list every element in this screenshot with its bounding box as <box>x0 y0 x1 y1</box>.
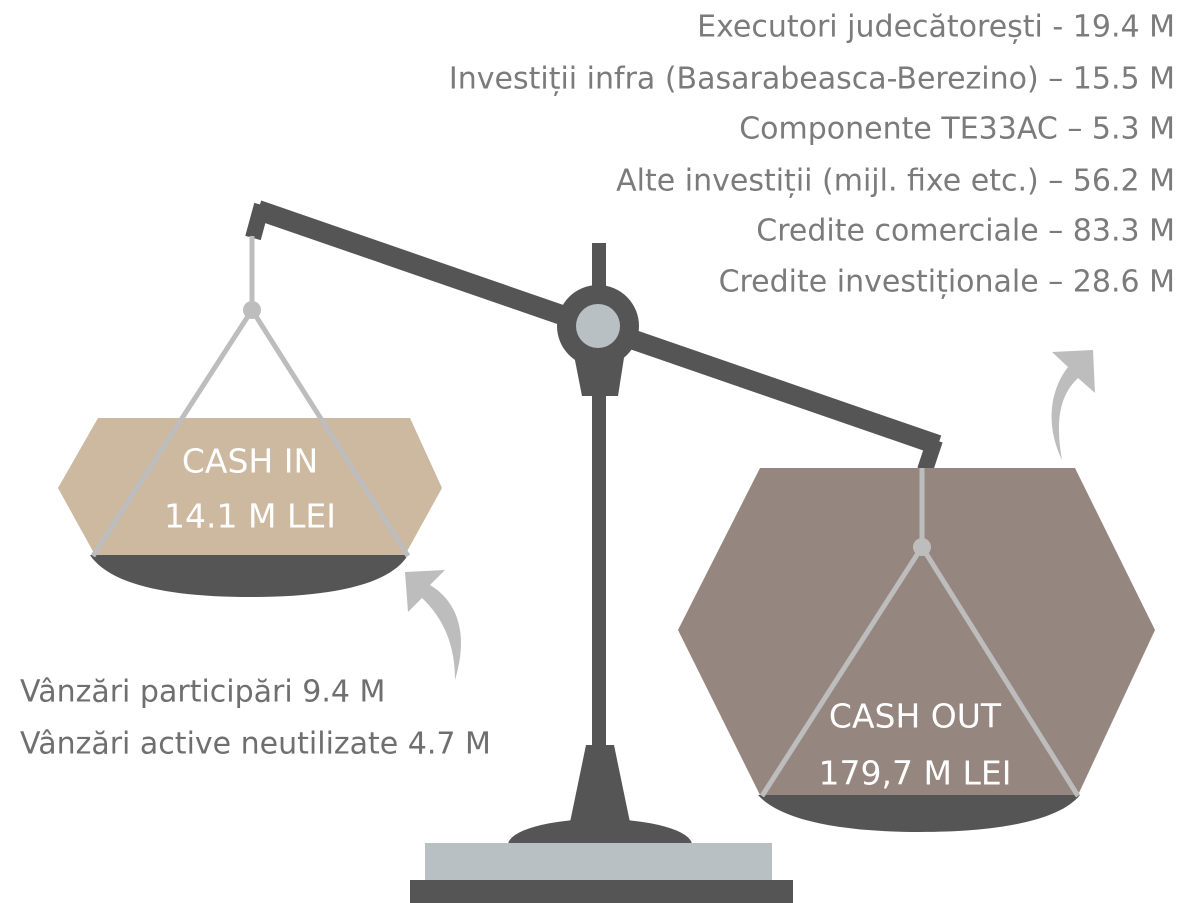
out-item: Executori judecătorești - 19.4 M <box>697 10 1175 45</box>
string <box>759 545 925 798</box>
base-plate <box>425 843 772 881</box>
arrow-left <box>405 570 461 680</box>
beam-hook-right <box>917 437 943 473</box>
out-item: Credite investiționale – 28.6 M <box>719 265 1175 300</box>
string <box>249 308 411 558</box>
string-knot <box>243 301 261 319</box>
cash-in-pan <box>58 418 442 555</box>
pivot-center <box>576 304 620 348</box>
cash-in-bowl <box>90 555 408 597</box>
string <box>919 545 1081 798</box>
cash-out-pan <box>678 468 1155 795</box>
cash-in-amount: 14.1 M LEI <box>164 497 336 536</box>
in-item: Vânzări participări 9.4 M <box>20 675 385 710</box>
cash-out-title: CASH OUT <box>829 697 1002 736</box>
in-item: Vânzări active neutilizate 4.7 M <box>20 727 491 762</box>
string <box>90 308 255 558</box>
cash-in-title: CASH IN <box>182 442 318 481</box>
base-foot <box>410 880 793 903</box>
cash-out-bowl <box>758 795 1080 832</box>
out-item: Componente TE33AC – 5.3 M <box>739 112 1175 147</box>
beam-hook-left <box>245 202 270 241</box>
arrow-right <box>1051 350 1095 460</box>
string-knot <box>913 538 931 556</box>
out-item: Investiții infra (Basarabeasca-Berezino)… <box>449 62 1175 97</box>
base-neck <box>568 745 632 832</box>
cash-out-amount: 179,7 M LEI <box>819 754 1012 793</box>
out-item: Alte investiții (mijl. fixe etc.) – 56.2… <box>616 164 1175 199</box>
out-item: Credite comerciale – 83.3 M <box>756 214 1175 249</box>
